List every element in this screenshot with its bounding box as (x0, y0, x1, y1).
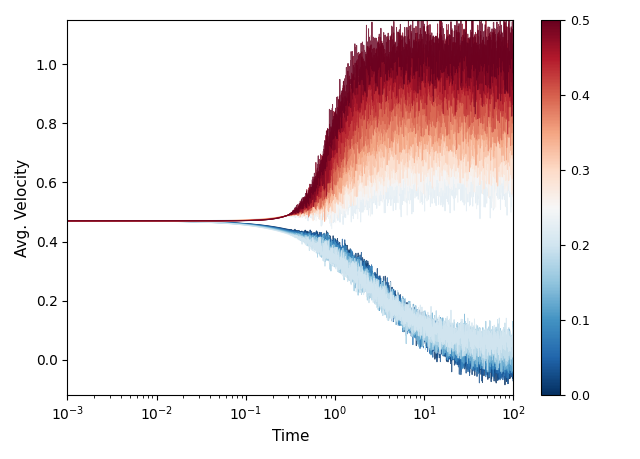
X-axis label: Time: Time (271, 429, 309, 444)
Y-axis label: Avg. Velocity: Avg. Velocity (15, 158, 30, 257)
